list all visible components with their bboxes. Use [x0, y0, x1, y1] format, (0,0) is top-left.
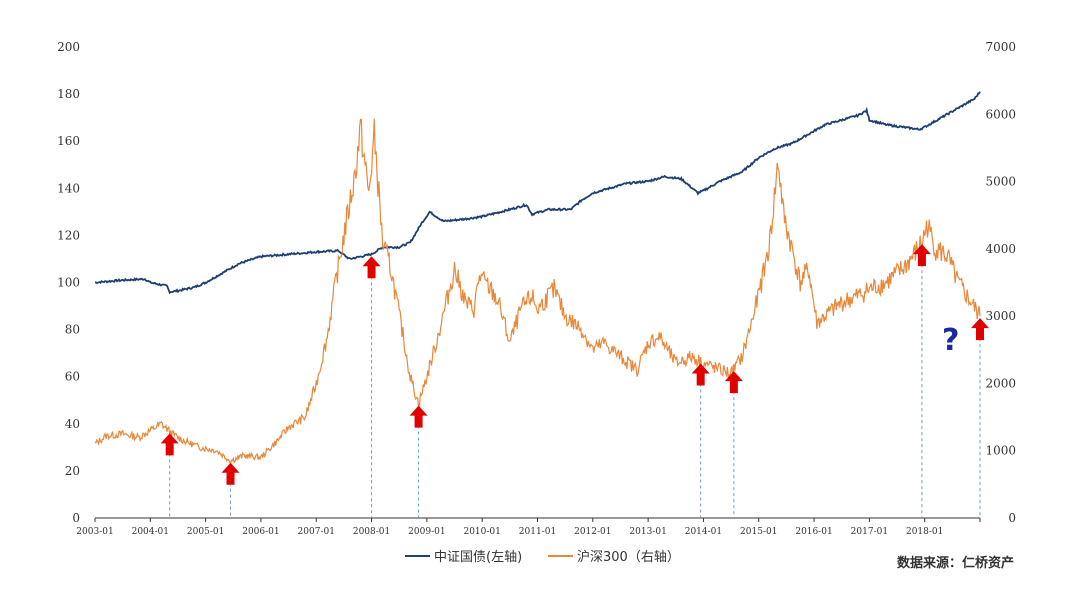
y-right-tick-label: 4000 [985, 242, 1016, 256]
y-right-tick-label: 7000 [985, 40, 1016, 54]
red-arrow-icon [724, 371, 743, 394]
x-tick-label: 2010-01 [463, 527, 500, 537]
y-left-tick-label: 0 [72, 511, 80, 525]
x-tick-label: 2012-01 [574, 527, 611, 537]
series-layer [94, 91, 981, 465]
red-arrow-icon [160, 433, 179, 456]
x-tick-label: 2011-01 [519, 527, 556, 537]
red-arrow-icon [409, 405, 428, 428]
red-arrow-icon [221, 462, 240, 485]
guide-lines [169, 264, 981, 518]
y-axis-right: 7000 6000 5000 4000 3000 2000 1000 0 [985, 40, 1016, 525]
x-tick-label: 2004-01 [132, 527, 169, 537]
x-tick-label: 2013-01 [629, 527, 666, 537]
x-tick-label: 2014-01 [685, 527, 722, 537]
red-arrow-icon [971, 318, 989, 341]
x-axis: 2003-01 2004-01 2005-01 2006-01 2007-01 2008-… [76, 518, 981, 537]
x-tick-label: 2003-01 [76, 527, 113, 537]
red-arrow-icon [691, 363, 710, 386]
x-tick-label: 2016-01 [795, 527, 832, 537]
x-tick-label: 2005-01 [187, 527, 224, 537]
y-right-tick-label: 3000 [985, 309, 1016, 323]
red-arrow-icon [912, 244, 931, 267]
y-left-tick-label: 180 [57, 87, 80, 101]
y-right-tick-label: 0 [1008, 511, 1016, 525]
x-tick-label: 2009-01 [408, 527, 445, 537]
legend-label-bond: 中证国债(左轴) [434, 550, 522, 565]
y-right-tick-label: 2000 [985, 376, 1016, 390]
y-left-tick-label: 40 [65, 417, 80, 431]
y-right-tick-label: 5000 [985, 175, 1016, 189]
y-right-tick-label: 1000 [985, 444, 1016, 458]
y-left-tick-label: 60 [65, 370, 80, 384]
legend: 中证国债(左轴) 沪深300（右轴） [405, 549, 680, 565]
y-left-tick-label: 20 [65, 464, 80, 478]
y-left-tick-label: 100 [57, 276, 80, 290]
red-arrow-icon [362, 256, 381, 279]
y-left-tick-label: 140 [57, 181, 80, 195]
x-tick-label: 2006-01 [242, 527, 279, 537]
x-tick-label: 2008-01 [353, 527, 390, 537]
annotation-arrows [160, 244, 989, 485]
data-source-note: 数据来源：仁桥资产 [897, 555, 1014, 571]
y-left-tick-label: 200 [57, 40, 80, 54]
x-tick-label: 2017-01 [851, 527, 888, 537]
y-left-tick-label: 120 [57, 228, 80, 242]
x-tick-label: 2007-01 [298, 527, 335, 537]
y-left-tick-label: 80 [65, 323, 80, 337]
x-tick-label: 2018-01 [906, 527, 943, 537]
y-left-tick-label: 160 [57, 134, 80, 148]
y-right-tick-label: 6000 [985, 107, 1016, 121]
series-line-csi300 [94, 118, 981, 465]
series-line-bond-index [94, 91, 981, 295]
x-tick-label: 2015-01 [740, 527, 777, 537]
legend-label-csi300: 沪深300（右轴） [577, 549, 680, 565]
question-mark-annotation: ? [942, 323, 959, 358]
